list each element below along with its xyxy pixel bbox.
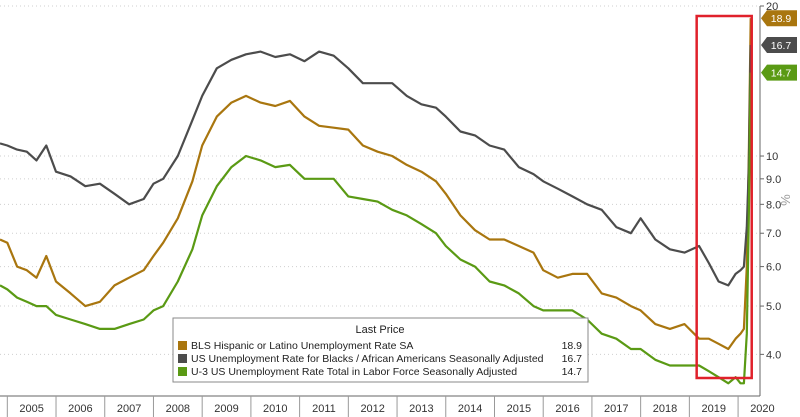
x-tick-label: 2006 (68, 403, 92, 415)
y-tick-label: 10 (766, 151, 778, 163)
x-tick-label: 2020 (750, 403, 774, 415)
x-tick-label: 2014 (458, 403, 482, 415)
series-line-2 (0, 44, 752, 287)
y-tick-label: 20 (766, 1, 778, 13)
legend-box (172, 317, 589, 383)
highlight-box (695, 14, 753, 380)
last-value-tag-3: 14.7 (761, 64, 797, 81)
x-tick-label: 2008 (166, 403, 190, 415)
legend-swatch (178, 341, 187, 350)
last-value-tag-1: 18.9 (761, 10, 797, 27)
y-tick-label: 5.0 (766, 301, 781, 313)
legend-label: BLS Hispanic or Latino Unemployment Rate… (191, 340, 413, 352)
legend: Last Price BLS Hispanic or Latino Unempl… (172, 317, 589, 383)
legend-value: 18.9 (562, 340, 583, 352)
last-value-tag-2: 16.7 (761, 37, 797, 54)
x-tick-label: 2015 (507, 403, 531, 415)
y-tick-label: 8.0 (766, 199, 781, 211)
x-tick-label: 2016 (555, 403, 579, 415)
y-tick-label: 9.0 (766, 174, 781, 186)
x-axis: 2005 2006 2007 2008 2009 2010 2011 2012 2013 2014… (0, 395, 775, 417)
legend-value: 14.7 (562, 366, 583, 378)
y-tick-label: 6.0 (766, 262, 781, 274)
y-tick-label: 4.0 (766, 349, 781, 361)
tag-background (761, 37, 797, 54)
x-tick-label: 2013 (409, 403, 433, 415)
y-tick-label: 7.0 (766, 228, 781, 240)
legend-entry-3: U-3 US Unemployment Rate Total in Labor … (178, 366, 582, 378)
x-tick-label: 2010 (263, 403, 287, 415)
x-tick-label: 2007 (117, 403, 141, 415)
y-axis: 20 10 9.0 8.0 7.0 6.0 5.0 4.0 (759, 1, 781, 396)
x-tick-label: 2005 (19, 403, 43, 415)
x-tick-label: 2011 (312, 403, 336, 415)
tag-value: 18.9 (771, 13, 792, 25)
x-tick-label: 2019 (701, 403, 725, 415)
legend-entry-2: US Unemployment Rate for Blacks / Africa… (178, 353, 582, 365)
x-tick-label: 2017 (604, 403, 628, 415)
x-tick-label: 2018 (653, 403, 677, 415)
series-line-3 (0, 72, 752, 385)
legend-label: US Unemployment Rate for Blacks / Africa… (191, 353, 544, 365)
tag-value: 14.7 (771, 68, 792, 80)
legend-entries: BLS Hispanic or Latino Unemployment Rate… (178, 340, 582, 378)
x-tick-label: 2012 (360, 403, 384, 415)
tag-value: 16.7 (771, 40, 792, 52)
last-value-tags: 18.9 16.7 14.7 (761, 10, 797, 81)
x-tick-label: 2009 (214, 403, 238, 415)
tag-background (761, 64, 797, 81)
tag-background (761, 10, 797, 27)
series-line-1 (0, 18, 752, 351)
legend-title: Last Price (356, 324, 405, 336)
legend-swatch (178, 367, 187, 376)
series-lines (0, 18, 752, 385)
legend-entry-1: BLS Hispanic or Latino Unemployment Rate… (178, 340, 582, 352)
y-unit-label: % (778, 194, 793, 206)
legend-label: U-3 US Unemployment Rate Total in Labor … (191, 366, 517, 378)
legend-value: 16.7 (562, 353, 583, 365)
legend-swatch (178, 354, 187, 363)
